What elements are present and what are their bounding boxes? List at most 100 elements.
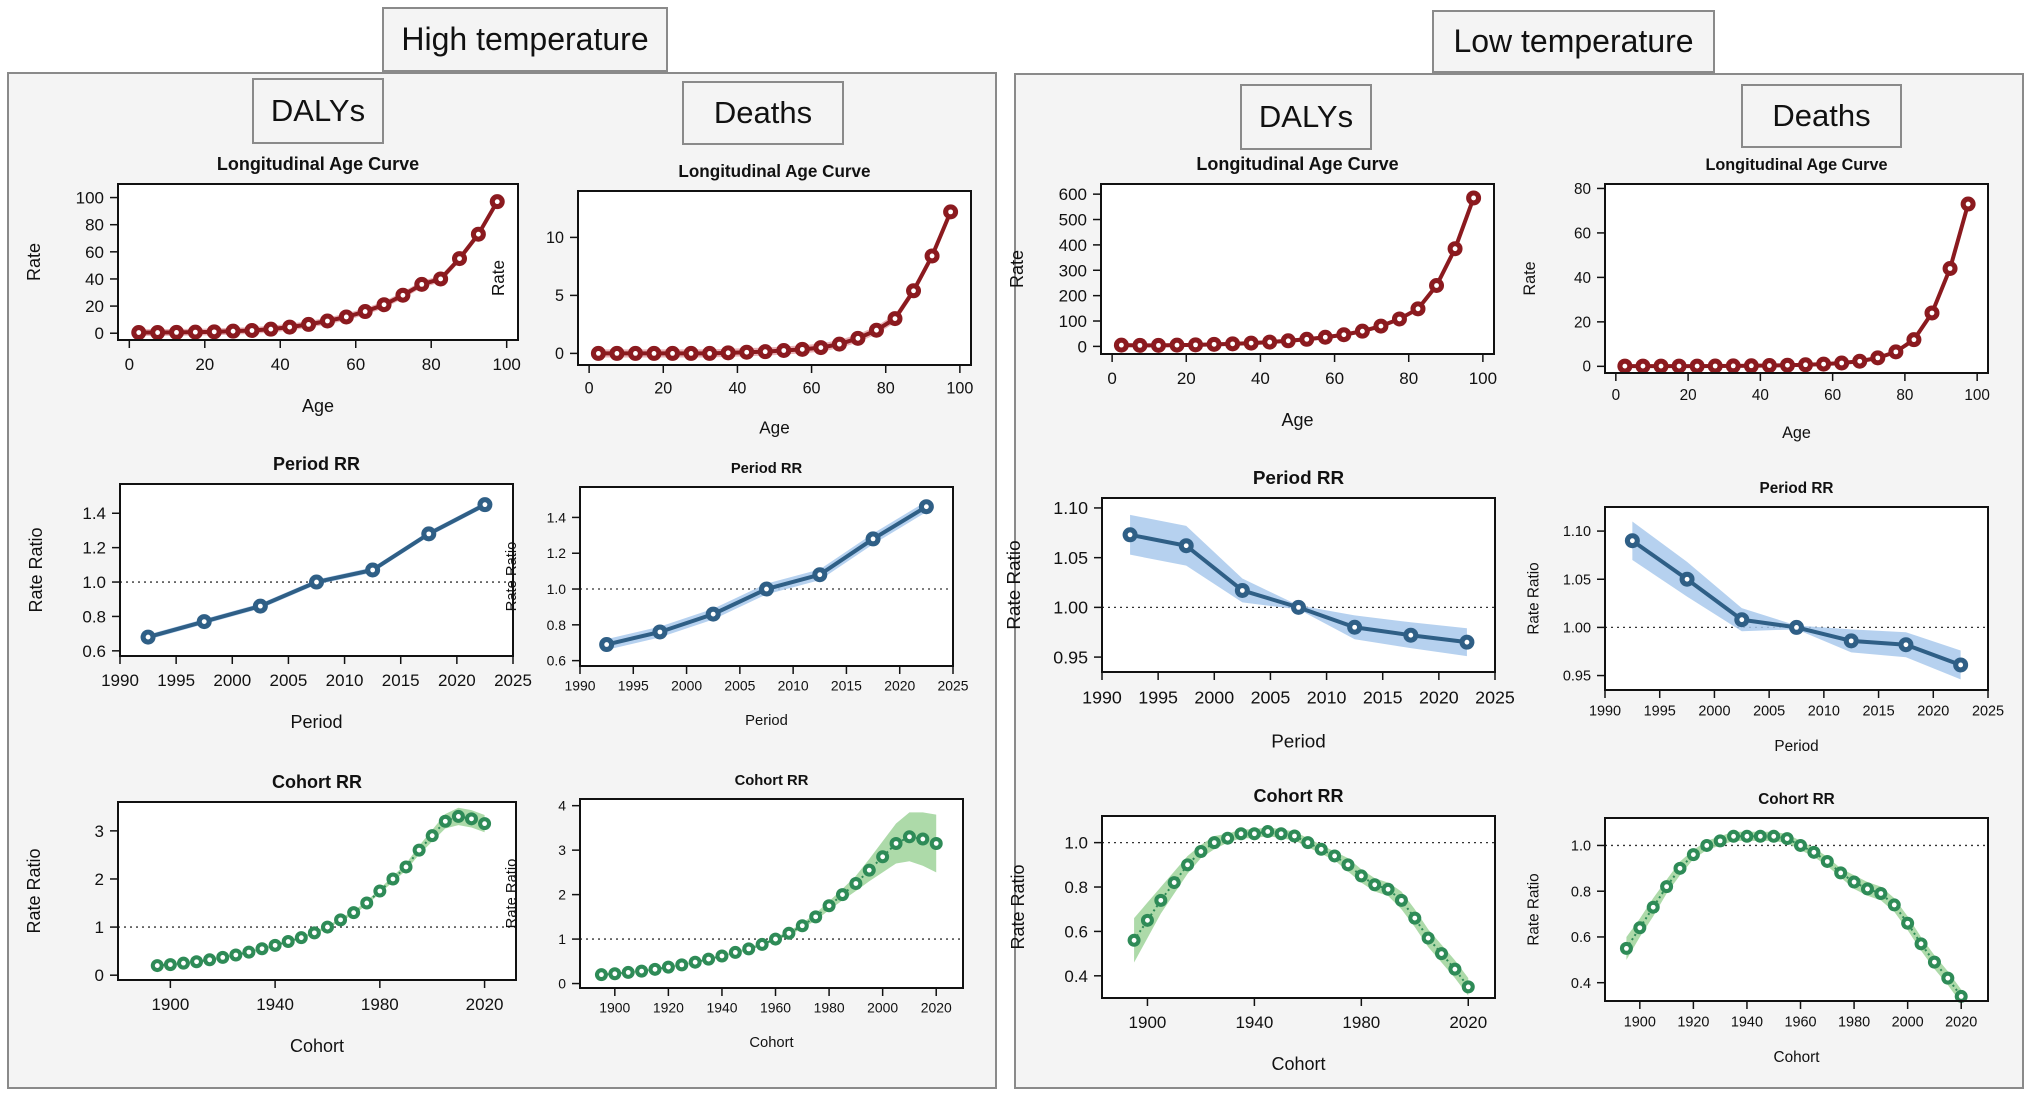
low-deaths-age-chart: Longitudinal Age Curve 0 20 40 60 80 100 0 20 40 6… bbox=[1521, 156, 1990, 442]
data-point-center bbox=[1385, 886, 1391, 892]
data-point-center bbox=[362, 309, 368, 314]
x-tick-label: 2015 bbox=[382, 671, 420, 690]
data-point-center bbox=[670, 351, 675, 356]
data-point-center bbox=[893, 841, 899, 846]
x-tick-label: 2020 bbox=[1449, 1013, 1487, 1032]
data-point-center bbox=[907, 834, 912, 840]
data-point-center bbox=[1784, 836, 1790, 841]
data-point-center bbox=[1739, 617, 1745, 623]
data-point-center bbox=[1193, 342, 1198, 348]
data-point-center bbox=[306, 322, 311, 327]
data-point-center bbox=[259, 946, 265, 952]
low-temperature-title: Low temperature bbox=[1432, 10, 1715, 73]
x-tick-label: 2020 bbox=[921, 1000, 952, 1016]
y-tick-label: 20 bbox=[1574, 314, 1591, 331]
data-point-center bbox=[390, 876, 396, 882]
data-point-center bbox=[773, 936, 778, 942]
y-tick-label: 1.10 bbox=[1053, 498, 1088, 518]
x-tick-label: 40 bbox=[271, 355, 290, 374]
data-point-center bbox=[494, 199, 500, 205]
y-tick-label: 1.4 bbox=[547, 509, 567, 525]
data-point-center bbox=[1156, 342, 1161, 348]
data-point-center bbox=[710, 611, 716, 617]
plot-frame bbox=[579, 798, 964, 989]
y-tick-label: 60 bbox=[1574, 225, 1591, 242]
x-axis-label: Period bbox=[1271, 732, 1326, 753]
plot-frame bbox=[117, 801, 517, 981]
x-axis-label: Cohort bbox=[1271, 1054, 1325, 1074]
chart-title: Cohort RR bbox=[1254, 786, 1344, 806]
data-point-center bbox=[1318, 846, 1324, 852]
data-point-center bbox=[1905, 920, 1911, 926]
y-tick-label: 100 bbox=[76, 189, 104, 208]
data-point-center bbox=[1399, 897, 1404, 903]
y-axis-label: Rate Ratio bbox=[24, 848, 44, 933]
x-tick-label: 1980 bbox=[814, 1000, 845, 1016]
data-point-center bbox=[759, 942, 765, 947]
y-tick-label: 200 bbox=[1059, 287, 1087, 306]
data-point-center bbox=[1322, 334, 1328, 340]
x-tick-label: 1900 bbox=[1129, 1013, 1167, 1032]
data-point-center bbox=[1731, 833, 1736, 839]
x-tick-label: 0 bbox=[1612, 387, 1621, 404]
x-tick-label: 2010 bbox=[1808, 704, 1840, 720]
y-axis-label: Rate bbox=[24, 243, 44, 281]
data-point-center bbox=[230, 328, 236, 334]
y-tick-label: 60 bbox=[85, 243, 104, 262]
data-point-center bbox=[625, 970, 631, 975]
x-axis-label: Age bbox=[1281, 410, 1313, 430]
y-axis-label: Rate Ratio bbox=[504, 859, 520, 929]
plot-frame bbox=[579, 486, 954, 667]
y-tick-label: 40 bbox=[85, 270, 104, 289]
plot-frame bbox=[1100, 183, 1495, 355]
data-point-center bbox=[1230, 341, 1236, 347]
data-point-center bbox=[840, 892, 845, 898]
data-point-center bbox=[1425, 935, 1431, 941]
data-point-center bbox=[1903, 642, 1909, 648]
data-point-center bbox=[1893, 349, 1899, 355]
y-tick-label: 0.8 bbox=[82, 607, 106, 626]
data-point-center bbox=[1408, 632, 1414, 638]
data-point-center bbox=[688, 351, 694, 356]
y-tick-label: 300 bbox=[1059, 261, 1087, 280]
data-point-center bbox=[429, 833, 435, 839]
chart-title: Longitudinal Age Curve bbox=[1706, 156, 1888, 174]
x-tick-label: 2025 bbox=[1475, 688, 1515, 708]
data-point-center bbox=[1811, 849, 1817, 855]
data-point-center bbox=[813, 914, 819, 920]
y-tick-label: 1.0 bbox=[1064, 834, 1088, 853]
y-tick-label: 0.8 bbox=[1571, 884, 1591, 900]
data-point-center bbox=[482, 502, 488, 508]
plot-frame bbox=[1604, 506, 1989, 691]
plot-area bbox=[1102, 816, 1495, 998]
y-tick-label: 2 bbox=[95, 870, 104, 889]
data-point-center bbox=[455, 814, 461, 819]
chart-title: Longitudinal Age Curve bbox=[678, 162, 870, 181]
data-point-center bbox=[1296, 604, 1301, 610]
data-point-center bbox=[1434, 283, 1439, 288]
data-point-center bbox=[1359, 328, 1365, 334]
plot-frame bbox=[1101, 497, 1496, 673]
x-tick-label: 2015 bbox=[1363, 688, 1403, 708]
data-point-center bbox=[1658, 363, 1664, 369]
x-tick-label: 2025 bbox=[937, 678, 968, 694]
x-tick-label: 100 bbox=[492, 355, 520, 374]
low-dalys-label: DALYs bbox=[1240, 84, 1372, 150]
y-axis-label: Rate Ratio bbox=[1526, 562, 1543, 634]
y-tick-label: 0.6 bbox=[1571, 930, 1591, 946]
data-point-center bbox=[400, 292, 406, 298]
y-axis-label: Rate Ratio bbox=[26, 527, 46, 612]
data-point-center bbox=[1464, 639, 1470, 645]
data-point-center bbox=[370, 567, 376, 573]
data-point-center bbox=[1378, 323, 1384, 329]
data-point-center bbox=[948, 209, 954, 215]
x-tick-label: 2020 bbox=[466, 995, 504, 1014]
data-point-center bbox=[746, 946, 752, 952]
data-point-center bbox=[1452, 246, 1458, 252]
x-tick-label: 60 bbox=[346, 355, 365, 374]
data-point-center bbox=[657, 629, 663, 635]
x-tick-label: 1940 bbox=[256, 995, 294, 1014]
data-point-center bbox=[614, 351, 620, 356]
y-tick-label: 1.4 bbox=[82, 504, 106, 523]
data-point-center bbox=[652, 966, 658, 972]
